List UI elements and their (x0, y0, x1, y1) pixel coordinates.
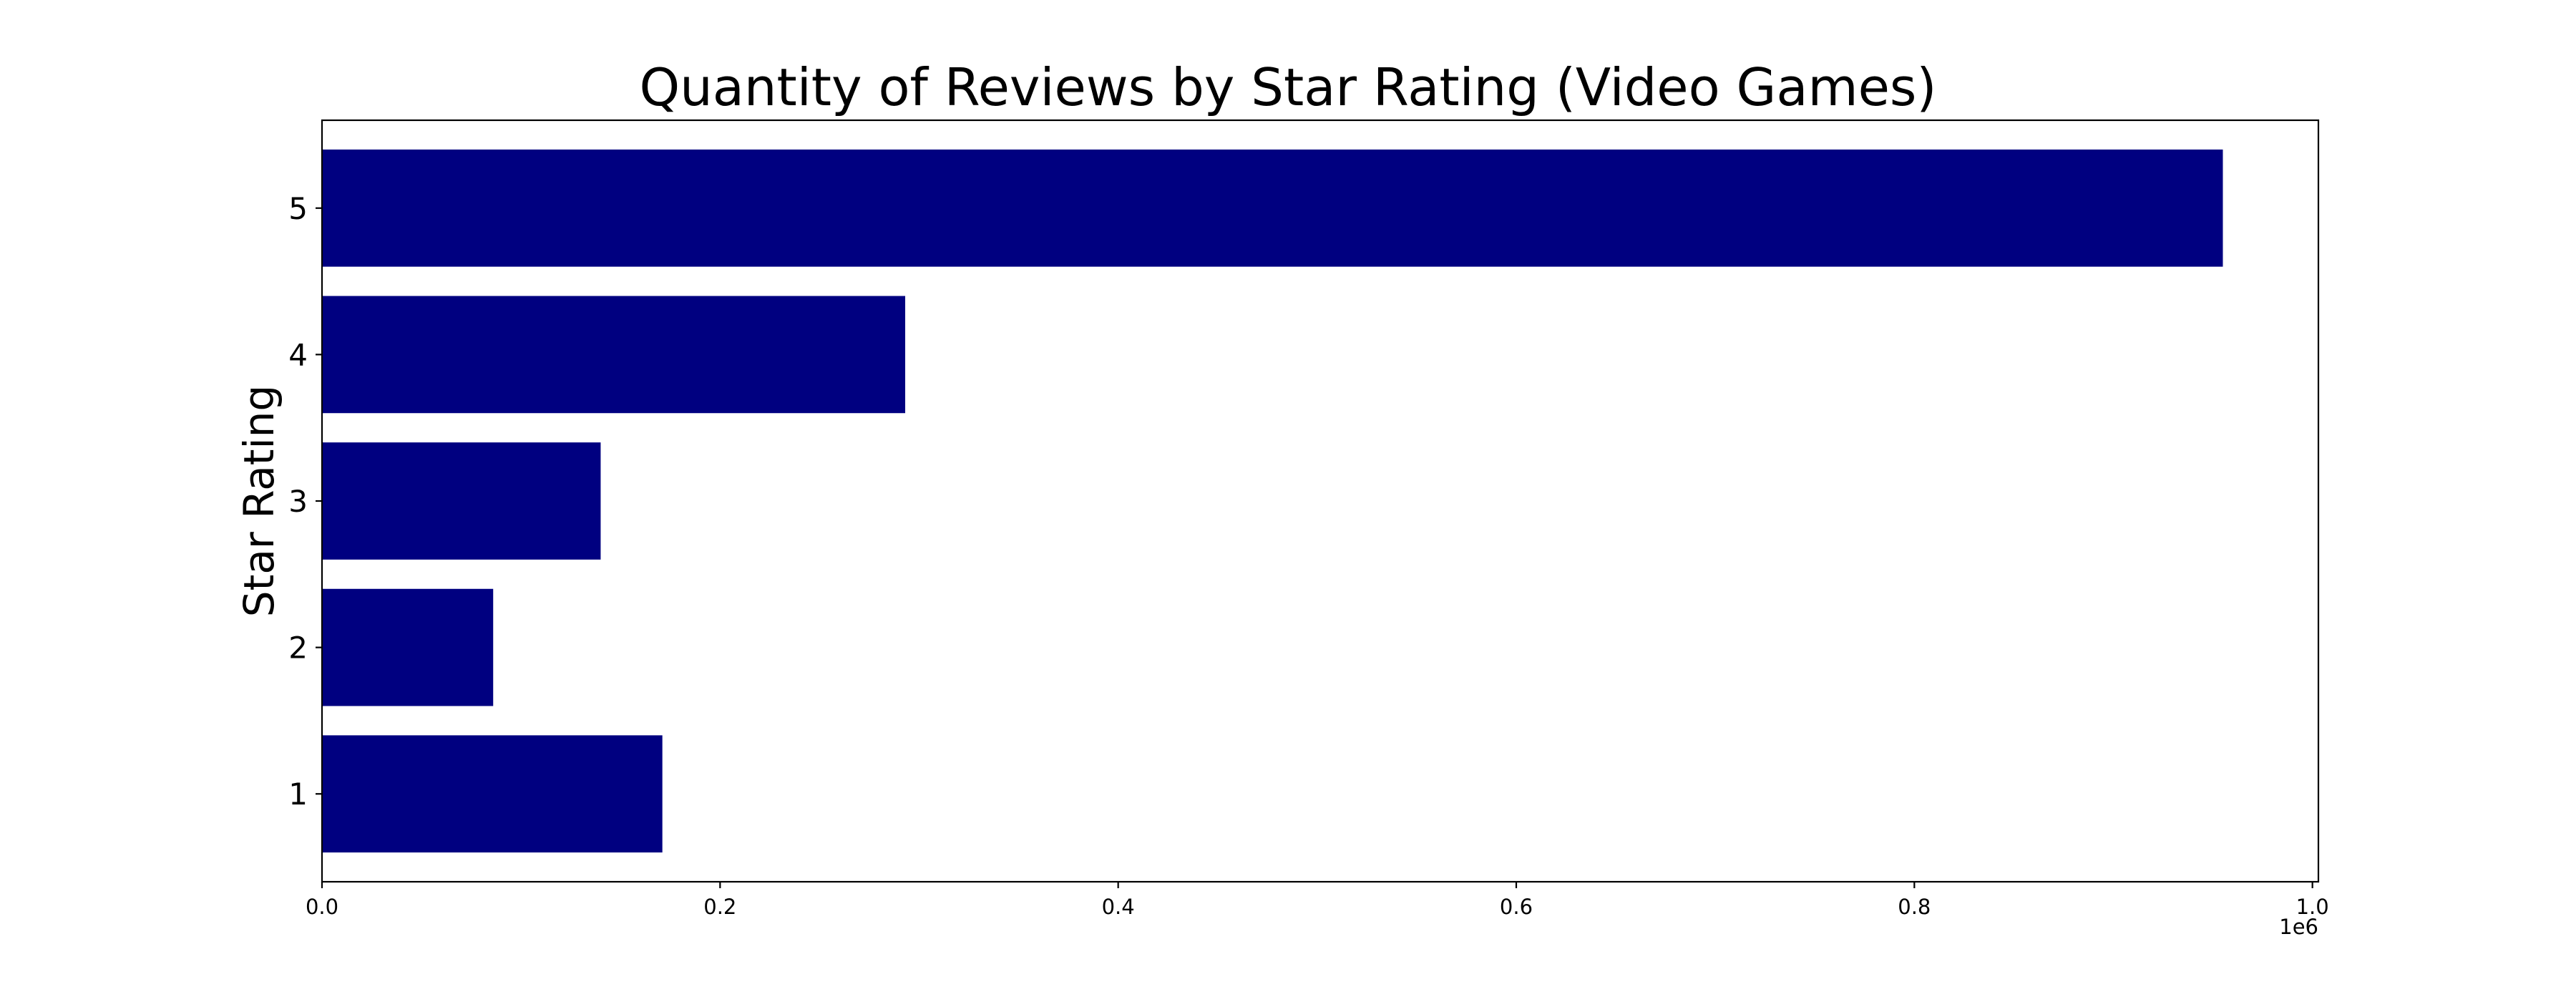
x-tick-label-1: 0.2 (703, 895, 736, 919)
x-tick-label-2: 0.4 (1102, 895, 1135, 919)
bar-rating-3 (322, 442, 601, 560)
chart-title: Quantity of Reviews by Star Rating (Vide… (639, 57, 1936, 117)
x-axis: 0.0 0.2 0.4 0.6 0.8 1.0 (306, 882, 2329, 919)
y-tick-label-5: 5 (288, 191, 308, 226)
x-tick-label-5: 1.0 (2296, 895, 2329, 919)
y-axis: 1 2 3 4 5 (288, 191, 322, 812)
y-tick-label-4: 4 (288, 337, 308, 372)
y-axis-label: Star Rating (235, 385, 283, 617)
bar-rating-5 (322, 149, 2223, 267)
y-tick-label-1: 1 (288, 777, 308, 812)
x-axis-offset-label: 1e6 (2279, 915, 2318, 939)
bar-rating-2 (322, 588, 494, 706)
y-tick-label-2: 2 (288, 631, 308, 666)
bar-rating-1 (322, 735, 663, 853)
x-tick-label-0: 0.0 (306, 895, 338, 919)
y-tick-label-3: 3 (288, 484, 308, 519)
x-tick-label-3: 0.6 (1500, 895, 1533, 919)
bar-rating-4 (322, 296, 906, 414)
bars-group (322, 149, 2223, 853)
x-tick-label-4: 0.8 (1898, 895, 1931, 919)
